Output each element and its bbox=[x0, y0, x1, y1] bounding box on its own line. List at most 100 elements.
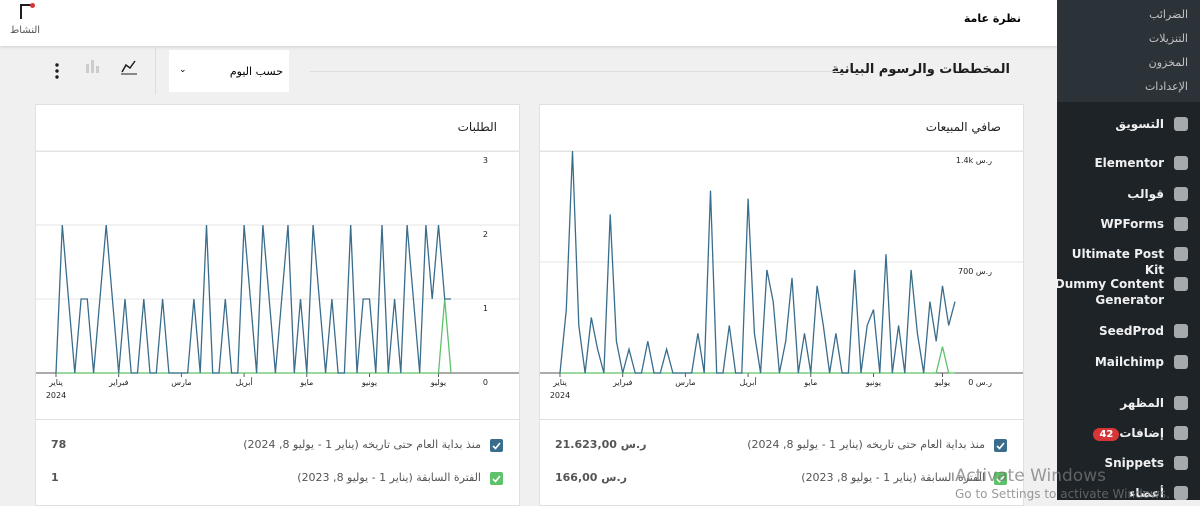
plot: 0 1 2 3 يناير 2024 فبراير مارس أبريل مايو يونيو يول… bbox=[36, 150, 519, 400]
line-chart-icon[interactable] bbox=[121, 60, 136, 73]
menu-label: Ultimate Post Kit bbox=[1071, 247, 1164, 277]
legend-label: الفترة السابقة (يناير 1 - يوليو 8, 2023) bbox=[801, 471, 985, 484]
check bbox=[996, 442, 1005, 450]
menu-label: قوالب bbox=[1127, 187, 1164, 201]
menu-label: WPForms bbox=[1100, 217, 1164, 231]
submenu-item[interactable]: المخزون bbox=[1148, 56, 1188, 69]
check bbox=[996, 475, 1005, 483]
check bbox=[492, 442, 501, 450]
menu-item[interactable]: Ultimate Post Kit bbox=[1054, 246, 1164, 278]
chart-title: صافي المبيعات bbox=[925, 120, 1001, 134]
y-tick-label: 700 ر.س bbox=[958, 267, 992, 276]
x-tick-label: مارس bbox=[171, 378, 191, 387]
legend-label: منذ بداية العام حتى تاريخه (يناير 1 - يو… bbox=[747, 438, 985, 451]
badge: 42 bbox=[1093, 428, 1120, 441]
section-rule bbox=[310, 71, 840, 72]
legend-label: الفترة السابقة (يناير 1 - يوليو 8, 2023) bbox=[297, 471, 481, 484]
footer-rule bbox=[540, 419, 1023, 420]
submenu-item[interactable]: الإعدادات bbox=[1144, 80, 1188, 93]
x-tick-label: فبراير bbox=[108, 378, 129, 387]
x-tick-label: يونيو bbox=[865, 378, 881, 387]
menu-label: SeedProd bbox=[1098, 324, 1164, 338]
legend-checkbox[interactable] bbox=[994, 472, 1007, 485]
menu-icon bbox=[1174, 277, 1188, 291]
menu-icon bbox=[1174, 486, 1188, 500]
menu-icon bbox=[1174, 324, 1188, 338]
admin-sidebar: الضرائب التنزيلات المخزون الإعدادات التسويق E… bbox=[1054, 0, 1200, 501]
legend-checkbox[interactable] bbox=[994, 439, 1007, 452]
x-tick-label: يناير bbox=[552, 378, 567, 387]
data-line bbox=[559, 150, 956, 374]
menu-icon bbox=[1174, 187, 1188, 201]
menu-icon bbox=[1174, 217, 1188, 231]
y-tick-label: 0 bbox=[483, 378, 488, 387]
submenu: الضرائب التنزيلات المخزون الإعدادات bbox=[1057, 0, 1200, 102]
top-bar: نظرة عامة النشاط bbox=[0, 0, 1057, 46]
menu-item[interactable]: Mailchimp bbox=[1054, 354, 1164, 370]
series-total: 1 bbox=[51, 471, 59, 484]
menu-item[interactable]: أعضاء bbox=[1054, 485, 1164, 501]
activity-dot bbox=[30, 3, 35, 8]
menu-item[interactable]: Elementor bbox=[1054, 155, 1164, 171]
series-total: 21.623,00 ر.س bbox=[555, 438, 647, 451]
data-line bbox=[560, 346, 955, 374]
chart-tools bbox=[55, 60, 137, 79]
menu-item[interactable]: قوالب bbox=[1054, 186, 1164, 202]
menu-item[interactable]: المظهر bbox=[1054, 395, 1164, 411]
legend-checkbox[interactable] bbox=[490, 439, 503, 452]
activity-icon[interactable] bbox=[20, 4, 34, 19]
menu-label: Mailchimp bbox=[1094, 355, 1164, 369]
menu-label: أعضاء bbox=[1129, 486, 1164, 500]
section-title: المخططات والرسوم البيانية bbox=[831, 62, 1010, 77]
submenu-item[interactable]: الضرائب bbox=[1149, 8, 1188, 21]
menu-item[interactable]: SeedProd bbox=[1054, 323, 1164, 339]
menu-item[interactable]: إضافات42 bbox=[1054, 425, 1164, 443]
chart-card: الطلبات 0 1 2 3 يناير 2024 فبراير مارس أبريل مايو ي… bbox=[35, 104, 520, 506]
activity-label[interactable]: النشاط bbox=[10, 25, 41, 36]
footer-rule bbox=[36, 419, 519, 420]
series-total: 166,00 ر.س bbox=[555, 471, 627, 484]
x-tick-label: مايو bbox=[803, 378, 817, 387]
more-menu[interactable] bbox=[55, 63, 59, 79]
data-line bbox=[55, 224, 451, 374]
bar-chart-icon[interactable] bbox=[86, 60, 99, 73]
plot: 0 ر.س 700 ر.س 1.4k ر.س يناير 2024 فبراير مارس أ… bbox=[540, 150, 1023, 400]
menu-icon bbox=[1174, 355, 1188, 369]
chart-card: صافي المبيعات 0 ر.س 700 ر.س 1.4k ر.س يناير 20… bbox=[539, 104, 1024, 506]
submenu-item[interactable]: التنزيلات bbox=[1148, 32, 1188, 45]
y-tick-label: 2 bbox=[483, 230, 488, 239]
legend-label: منذ بداية العام حتى تاريخه (يناير 1 - يو… bbox=[243, 438, 481, 451]
menu-item[interactable]: WPForms bbox=[1054, 216, 1164, 232]
menu-icon bbox=[1174, 396, 1188, 410]
x-tick-label: أبريل bbox=[740, 377, 757, 387]
watermark: Activate Windows bbox=[955, 466, 1106, 486]
menu-icon bbox=[1174, 247, 1188, 261]
watermark-sub: Go to Settings to activate Windows. bbox=[955, 487, 1170, 501]
menu-label: التسويق bbox=[1115, 117, 1164, 131]
menu-item[interactable]: Snippets bbox=[1054, 455, 1165, 471]
menu-label: Snippets bbox=[1104, 456, 1165, 470]
x-tick-year: 2024 bbox=[550, 391, 570, 400]
check bbox=[492, 475, 501, 483]
separator bbox=[155, 48, 156, 94]
interval-select[interactable]: حسب اليوم ⌄ bbox=[169, 50, 289, 92]
x-tick-label: أبريل bbox=[236, 377, 253, 387]
menu-icon bbox=[1174, 117, 1188, 131]
y-tick-label: 3 bbox=[483, 156, 488, 165]
legend-checkbox[interactable] bbox=[490, 472, 503, 485]
x-tick-label: يوليو bbox=[934, 378, 950, 387]
menu-label: Elementor bbox=[1094, 156, 1164, 170]
menu-label: إضافات bbox=[1119, 426, 1164, 440]
menu-item[interactable]: التسويق bbox=[1054, 116, 1164, 132]
menu-item[interactable]: Dummy Content Generator bbox=[1054, 276, 1164, 308]
menu-icon bbox=[1174, 456, 1188, 470]
menu-label: المظهر bbox=[1120, 396, 1164, 410]
menu-label: Dummy Content Generator bbox=[1054, 277, 1164, 307]
x-tick-label: فبراير bbox=[612, 378, 633, 387]
x-tick-label: مارس bbox=[675, 378, 695, 387]
page-title: نظرة عامة bbox=[963, 12, 1021, 25]
menu-icon bbox=[1174, 426, 1188, 440]
x-tick-label: مايو bbox=[299, 378, 313, 387]
chevron: ⌄ bbox=[179, 65, 187, 75]
menu-icon bbox=[1174, 156, 1188, 170]
